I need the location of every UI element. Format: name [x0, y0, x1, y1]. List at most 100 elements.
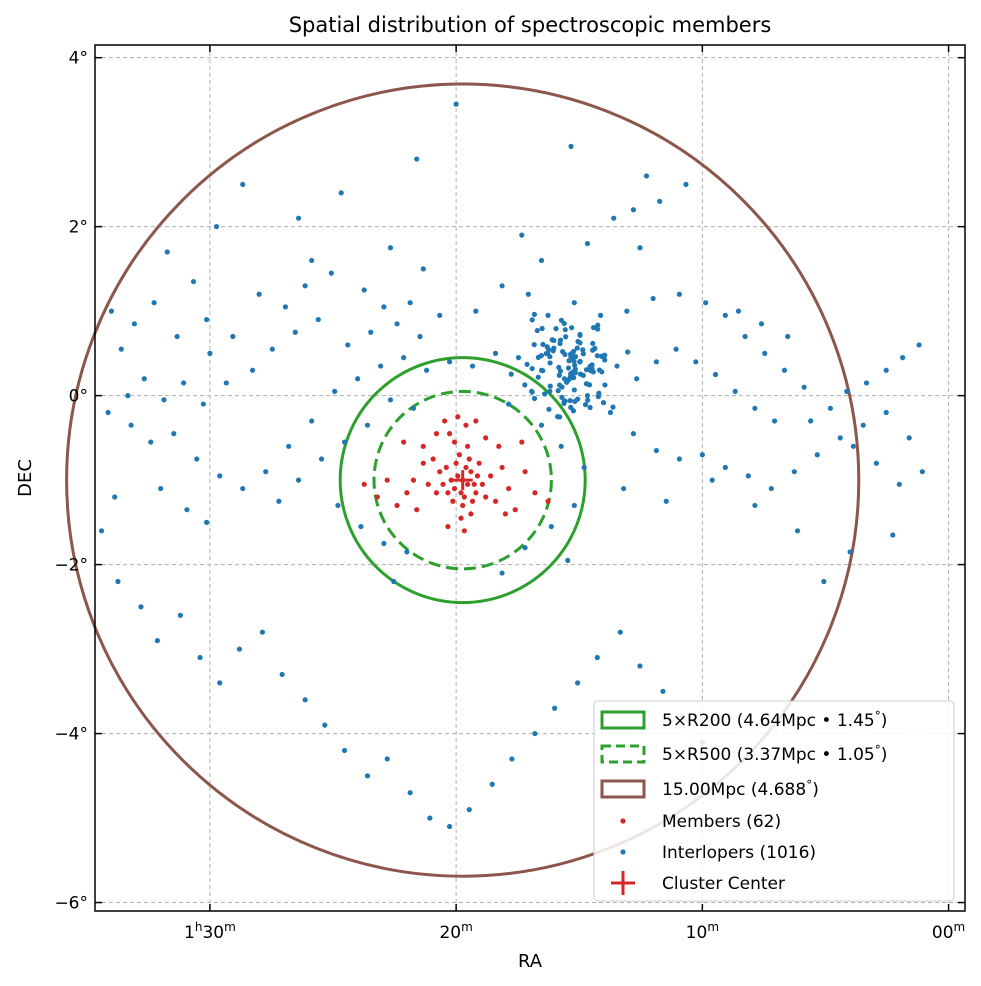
interloper-point: [568, 143, 574, 149]
interloper-point: [174, 333, 180, 340]
interloper-point: [580, 347, 586, 353]
interloper-point: [125, 393, 131, 399]
interloper-point: [256, 291, 262, 297]
interloper-point: [709, 477, 715, 483]
interloper-point: [368, 329, 374, 335]
interloper-point: [614, 363, 620, 369]
interloper-point: [544, 344, 550, 350]
interloper-point: [545, 312, 551, 318]
interloper-point: [148, 439, 154, 445]
member-point: [496, 443, 502, 449]
interloper-point: [582, 402, 589, 408]
interloper-point: [509, 756, 515, 762]
interloper-point: [282, 304, 289, 310]
interloper-point: [538, 422, 545, 428]
interloper-point: [466, 807, 472, 813]
y-tick-label: −2°: [54, 556, 88, 576]
interloper-point: [118, 346, 124, 352]
interloper-point: [531, 395, 538, 402]
member-point: [512, 507, 518, 513]
interloper-point: [217, 680, 223, 686]
interloper-point: [112, 494, 118, 500]
interloper-point: [361, 287, 367, 293]
member-points: [361, 414, 551, 534]
interloper-point: [539, 325, 545, 332]
radius-circle: [65, 82, 861, 878]
interloper-point: [580, 351, 586, 357]
interloper-point: [570, 408, 576, 414]
legend-swatch: [600, 779, 646, 799]
member-point: [522, 469, 528, 475]
member-point: [384, 477, 390, 483]
interloper-point: [594, 654, 600, 661]
interloper-point: [752, 502, 758, 509]
interloper-point: [292, 329, 298, 335]
interloper-point: [577, 331, 583, 338]
legend-label: 5×R500 (3.37Mpc • 1.05°): [662, 743, 887, 765]
x-tick-label: 1h30m: [184, 920, 236, 943]
interloper-point: [499, 570, 505, 576]
interloper-point: [547, 383, 553, 389]
interloper-point: [637, 245, 643, 251]
interloper-point: [699, 452, 705, 458]
interloper-point: [660, 688, 666, 694]
interloper-point: [404, 549, 410, 555]
interloper-point: [295, 215, 302, 221]
interloper-point: [617, 629, 623, 635]
axis-ticks: 4° 2° 0° −2° −4° −6° 1h30m 20m 10m 00m: [54, 45, 965, 943]
interloper-point: [575, 680, 581, 686]
interloper-point: [863, 380, 870, 386]
interloper-point: [154, 638, 160, 644]
interloper-point: [318, 456, 325, 462]
interloper-point: [571, 502, 577, 509]
member-point: [468, 469, 474, 475]
y-tick-label: 4°: [69, 49, 88, 69]
interloper-point: [571, 375, 577, 381]
interloper-point: [529, 389, 535, 395]
plot-frame: [94, 44, 966, 912]
member-point: [465, 481, 471, 487]
interloper-point: [554, 414, 561, 420]
interloper-point: [586, 382, 593, 388]
interloper-point: [508, 371, 514, 377]
member-point: [445, 490, 451, 496]
member-point: [463, 464, 469, 471]
legend-interloper-marker: [620, 849, 626, 855]
interloper-point: [896, 481, 902, 487]
member-point: [465, 443, 471, 449]
interloper-point: [742, 333, 748, 340]
interloper-point: [545, 350, 551, 357]
member-point: [488, 473, 494, 479]
interloper-point: [161, 397, 167, 403]
interloper-point: [653, 447, 659, 454]
y-tick-label: 2°: [69, 218, 88, 238]
interloper-point: [387, 245, 394, 251]
interloper-point: [762, 350, 768, 356]
interloper-point: [525, 291, 531, 297]
interloper-point: [814, 452, 820, 458]
interloper-point: [883, 409, 889, 416]
interloper-point: [590, 340, 596, 347]
interloper-point: [394, 321, 400, 327]
interloper-point: [223, 380, 229, 386]
interloper-point: [827, 405, 833, 411]
interloper-point: [217, 473, 223, 479]
member-point: [456, 452, 463, 458]
interloper-point: [588, 368, 594, 374]
interloper-point: [469, 363, 476, 369]
interloper-point: [358, 523, 364, 530]
member-point: [414, 507, 420, 513]
interloper-point: [693, 359, 699, 365]
interloper-point: [722, 312, 728, 318]
radius-circles: [65, 82, 861, 878]
interloper-point: [597, 312, 604, 318]
interloper-point: [919, 469, 925, 475]
interloper-point: [538, 257, 545, 264]
legend-label: 5×R200 (4.64Mpc • 1.45°): [662, 709, 887, 731]
interloper-point: [184, 507, 190, 513]
interloper-point: [240, 181, 246, 188]
interloper-point: [541, 391, 548, 397]
interloper-point: [499, 283, 505, 289]
interloper-point: [302, 697, 308, 703]
